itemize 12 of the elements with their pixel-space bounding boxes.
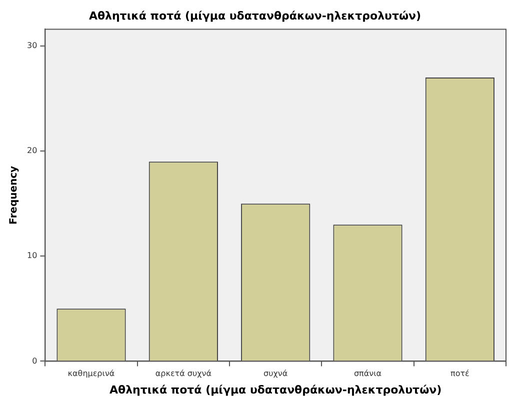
y-tick-label: 20 xyxy=(26,146,38,156)
x-axis-title: Αθλητικά ποτά (μίγμα υδατανθράκων-ηλεκτρολυτών) xyxy=(110,383,442,396)
y-tick-label: 0 xyxy=(32,356,38,366)
chart-title: Αθλητικά ποτά (μίγμα υδατανθράκων-ηλεκτρολυτών) xyxy=(88,9,422,22)
x-tick-label: σπάνια xyxy=(354,369,382,378)
x-tick-label: αρκετά συχνά xyxy=(155,369,212,378)
x-tick-label: ποτέ xyxy=(450,369,470,378)
y-axis-title: Frequency xyxy=(8,165,20,224)
y-tick-label: 10 xyxy=(26,251,38,260)
x-tick-label: καθημερινά xyxy=(68,369,115,378)
y-tick-label: 30 xyxy=(26,41,38,50)
x-tick-label: συχνά xyxy=(264,369,288,378)
